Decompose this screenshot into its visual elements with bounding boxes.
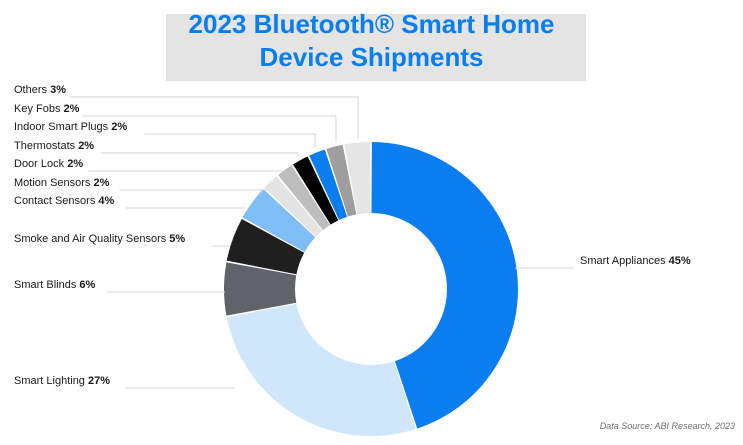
label-name-door-lock: Door Lock [14, 158, 67, 170]
chart-title-line-1: 2023 Bluetooth® Smart Home [188, 9, 555, 39]
label-value-motion-sensors: 2% [93, 177, 109, 189]
slice-key-fobs [326, 144, 357, 217]
leader-line-others [69, 96, 359, 139]
slice-door-lock [277, 165, 330, 231]
label-key-fobs: Key Fobs 2% [14, 103, 80, 115]
slice-smart-lighting [226, 303, 416, 436]
label-smart-appliances: Smart Appliances 45% [580, 255, 691, 267]
label-value-smart-lighting: 27% [88, 375, 110, 387]
label-value-indoor-smart-plugs: 2% [111, 121, 127, 133]
label-name-contact-sensors: Contact Sensors [14, 195, 98, 207]
slice-motion-sensors [264, 176, 323, 237]
leader-line-key-fobs [82, 115, 337, 143]
label-name-smart-lighting: Smart Lighting [14, 375, 88, 387]
slice-smoke-and-air-quality-sensors [226, 218, 305, 275]
label-motion-sensors: Motion Sensors 2% [14, 177, 110, 189]
label-value-thermostats: 2% [78, 140, 94, 152]
label-door-lock: Door Lock 2% [14, 158, 83, 170]
leader-line-thermostats [100, 152, 299, 157]
leader-line-indoor-smart-plugs [144, 133, 316, 149]
label-value-others: 3% [50, 84, 66, 96]
title-background [166, 14, 586, 81]
label-name-motion-sensors: Motion Sensors [14, 177, 93, 189]
label-indoor-smart-plugs: Indoor Smart Plugs 2% [14, 121, 127, 133]
label-name-indoor-smart-plugs: Indoor Smart Plugs [14, 121, 111, 133]
label-name-smoke-and-air-quality-sensors: Smoke and Air Quality Sensors [14, 233, 169, 245]
label-name-smart-blinds: Smart Blinds [14, 279, 79, 291]
slice-smart-appliances [371, 142, 518, 429]
label-value-smart-appliances: 45% [669, 255, 691, 267]
label-contact-sensors: Contact Sensors 4% [14, 195, 114, 207]
data-source-note: Data Source: ABI Research, 2023 [599, 421, 735, 431]
label-name-thermostats: Thermostats [14, 140, 78, 152]
label-smoke-and-air-quality-sensors: Smoke and Air Quality Sensors 5% [14, 233, 185, 245]
label-value-door-lock: 2% [67, 158, 83, 170]
slice-others [344, 142, 371, 215]
label-others: Others 3% [14, 84, 66, 96]
label-smart-lighting: Smart Lighting 27% [14, 375, 110, 387]
label-value-smoke-and-air-quality-sensors: 5% [169, 233, 185, 245]
label-name-others: Others [14, 84, 50, 96]
label-value-smart-blinds: 6% [79, 279, 95, 291]
label-value-key-fobs: 2% [64, 103, 80, 115]
label-thermostats: Thermostats 2% [14, 140, 94, 152]
label-value-contact-sensors: 4% [98, 195, 114, 207]
slice-indoor-smart-plugs [309, 149, 348, 221]
slice-contact-sensors [242, 189, 316, 252]
label-name-key-fobs: Key Fobs [14, 103, 64, 115]
slice-smart-blinds [223, 262, 297, 316]
chart-title-line-2: Device Shipments [259, 42, 484, 72]
label-smart-blinds: Smart Blinds 6% [14, 279, 96, 291]
slice-thermostats [292, 156, 339, 225]
label-name-smart-appliances: Smart Appliances [580, 255, 669, 267]
